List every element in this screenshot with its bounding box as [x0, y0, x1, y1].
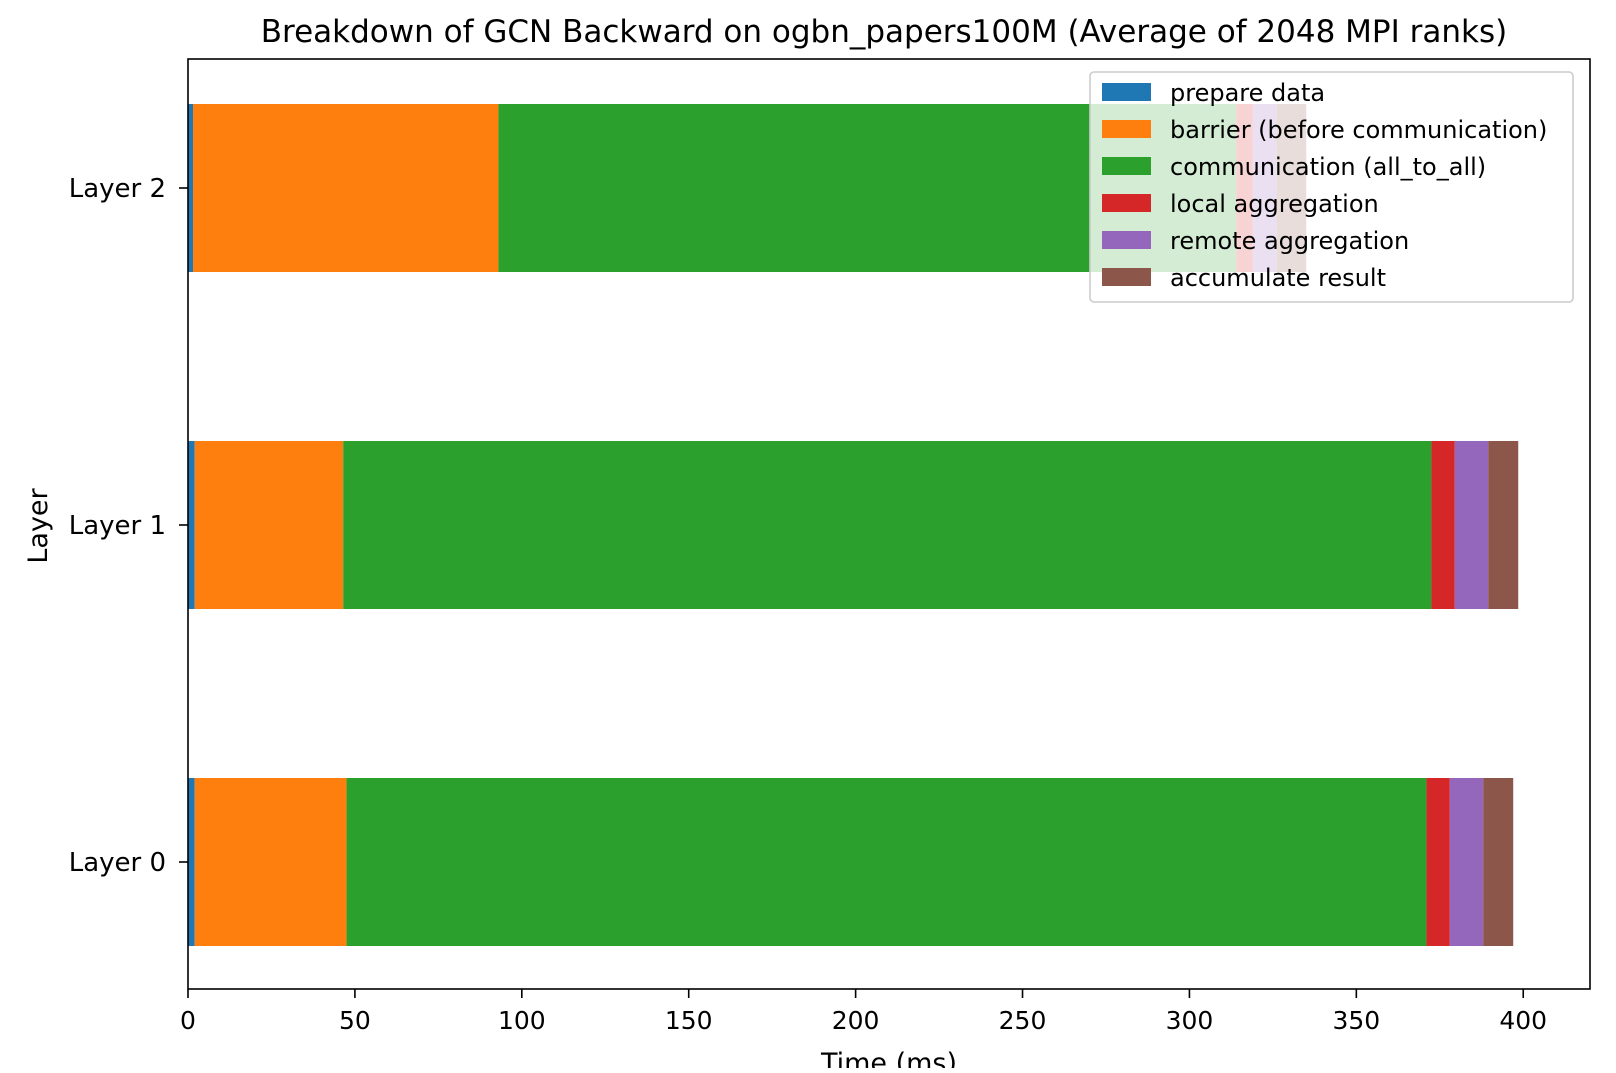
bar-segment — [194, 778, 347, 946]
bar-segment — [1483, 778, 1514, 946]
legend-swatch — [1102, 194, 1151, 212]
chart-title: Breakdown of GCN Backward on ogbn_papers… — [261, 14, 1507, 50]
plot-frame — [187, 58, 1591, 990]
bar-segment — [193, 104, 499, 272]
legend-swatch — [1102, 268, 1151, 286]
bar-segment — [1426, 778, 1450, 946]
bar-segment — [188, 441, 195, 609]
legend-label: remote aggregation — [1170, 227, 1409, 255]
x-axis-label: Time (ms) — [820, 1048, 957, 1068]
legend-label: prepare data — [1170, 79, 1325, 107]
x-tick-label: 200 — [832, 1006, 880, 1035]
x-tick-label: 0 — [180, 1006, 196, 1035]
legend-label: communication (all_to_all) — [1170, 153, 1486, 181]
legend-swatch — [1102, 83, 1151, 101]
x-tick-label: 350 — [1332, 1006, 1380, 1035]
bar-segment — [194, 441, 344, 609]
bar-segment — [1454, 441, 1489, 609]
legend-label: accumulate result — [1170, 264, 1386, 292]
bar-segment — [1431, 441, 1455, 609]
legend-swatch — [1102, 120, 1151, 138]
bar-segment — [188, 778, 195, 946]
legend: prepare data barrier (before communicatio… — [1089, 71, 1574, 303]
bar-segment — [188, 104, 194, 272]
bar-segment — [1449, 778, 1484, 946]
bar-segment — [1488, 441, 1519, 609]
x-tick-label: 300 — [1166, 1006, 1214, 1035]
bars-layer — [188, 104, 1519, 946]
legend-label: barrier (before communication) — [1170, 116, 1547, 144]
x-tick-label: 100 — [498, 1006, 546, 1035]
x-tick-label: 400 — [1499, 1006, 1547, 1035]
bar-segment — [343, 441, 1432, 609]
y-axis-label: Layer — [23, 487, 54, 563]
legend-swatch — [1102, 231, 1151, 249]
y-tick-label: Layer 1 — [69, 511, 166, 541]
x-tick-label: 250 — [999, 1006, 1047, 1035]
x-axis: 0 50 100 150 200 250 300 350 400 — [180, 989, 1547, 1035]
y-tick-label: Layer 2 — [69, 174, 166, 204]
x-tick-label: 50 — [339, 1006, 371, 1035]
legend-box — [1089, 71, 1574, 303]
y-tick-label: Layer 0 — [69, 848, 166, 878]
bar-segment — [346, 778, 1427, 946]
legend-label: local aggregation — [1170, 190, 1379, 218]
y-axis: Layer 0 Layer 1 Layer 2 — [69, 174, 188, 878]
x-tick-label: 150 — [665, 1006, 713, 1035]
legend-swatch — [1102, 157, 1151, 175]
